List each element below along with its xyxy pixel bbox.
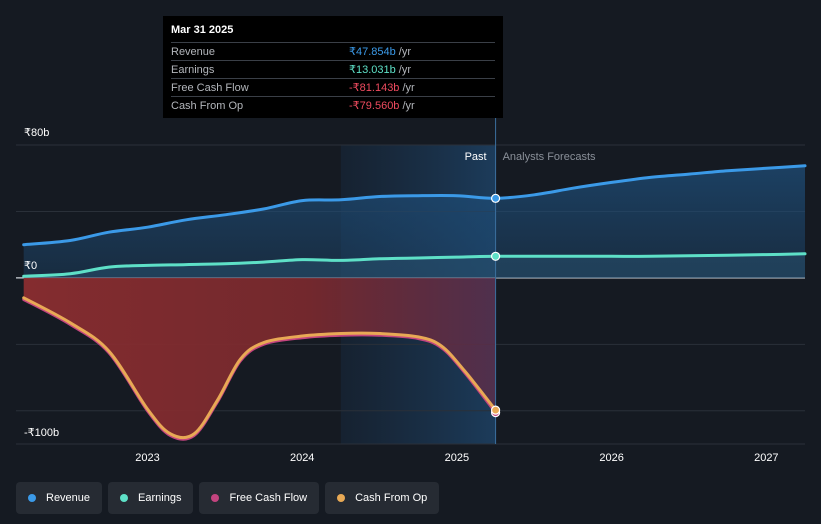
free-cash-flow-dot-icon: [211, 494, 220, 502]
tooltip-value: -₹79.560b: [349, 100, 400, 112]
tooltip-unit: /yr: [402, 81, 415, 94]
y-tick-label: -₹100b: [24, 427, 59, 439]
legend: Revenue Earnings Free Cash Flow Cash Fro…: [16, 482, 440, 514]
tooltip-value: -₹81.143b: [349, 82, 400, 94]
y-tick-label: ₹80b: [24, 127, 49, 139]
tooltip-label: Earnings: [171, 63, 215, 76]
x-tick-label: 2024: [290, 452, 314, 464]
revenue-dot-icon: [28, 494, 36, 502]
legend-label: Cash From Op: [355, 492, 428, 504]
tooltip-date: Mar 31 2025: [171, 24, 234, 36]
cash-from-op-line: [22, 296, 498, 440]
tooltip-unit: /yr: [402, 99, 415, 112]
tooltip-label: Revenue: [171, 45, 216, 58]
forecast-label: Analysts Forecasts: [503, 151, 596, 163]
x-tick-label: 2023: [135, 452, 159, 464]
legend-item-earnings[interactable]: Earnings: [108, 482, 194, 514]
tooltip-unit: /yr: [398, 63, 411, 76]
legend-label: Revenue: [46, 492, 91, 504]
chart-canvas: ₹80b ₹0 -₹100b 2023 2024 2025 2026 2027 Past A…: [16, 118, 807, 464]
past-label: Past: [465, 151, 487, 163]
earnings-area: [23, 253, 805, 278]
legend-label: Free Cash Flow: [229, 492, 308, 504]
earnings-marker: [490, 251, 501, 261]
tooltip-row-earnings: Earnings ₹13.031b /yr: [171, 60, 495, 78]
legend-item-free-cash-flow[interactable]: Free Cash Flow: [199, 482, 320, 514]
cash-from-op-dot-icon: [337, 494, 346, 502]
revenue-marker: [490, 193, 501, 203]
tooltip-label: Free Cash Flow: [171, 81, 249, 94]
tooltip-row-fcf: Free Cash Flow -₹81.143b /yr: [171, 78, 495, 96]
legend-label: Earnings: [138, 492, 182, 504]
revenue-line: [22, 164, 807, 247]
x-tick-label: 2025: [445, 452, 469, 464]
tooltip-value: ₹47.854b: [349, 46, 396, 58]
x-tick-label: 2026: [599, 452, 623, 464]
earnings-line: [22, 252, 807, 278]
earnings-dot-icon: [120, 494, 129, 502]
tooltip-row-revenue: Revenue ₹47.854b /yr: [171, 42, 495, 60]
tooltip-value: ₹13.031b: [349, 64, 396, 76]
revenue-area: [23, 165, 805, 278]
tooltip-unit: /yr: [398, 45, 411, 58]
tooltip-row-cfo: Cash From Op -₹79.560b /yr: [171, 96, 495, 114]
y-tick-label: ₹0: [24, 260, 37, 272]
tooltip-label: Cash From Op: [171, 99, 244, 112]
x-tick-label: 2027: [754, 452, 778, 464]
cash-from-op-marker: [490, 405, 501, 415]
tooltip: Mar 31 2025 Revenue ₹47.854b /yr Earning…: [163, 16, 503, 118]
legend-item-revenue[interactable]: Revenue: [16, 482, 103, 514]
legend-item-cash-from-op[interactable]: Cash From Op: [325, 482, 440, 514]
